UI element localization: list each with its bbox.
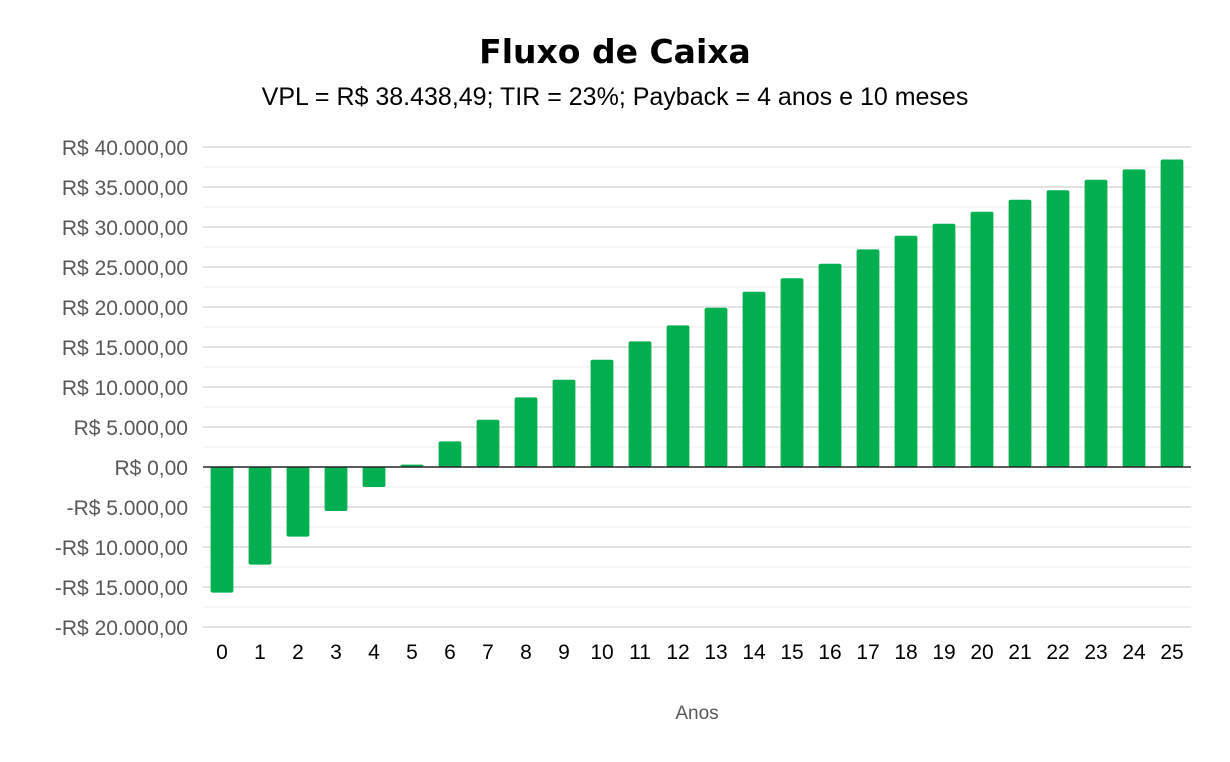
bar-year-14 bbox=[742, 291, 766, 467]
x-tick-label: 23 bbox=[1084, 641, 1107, 664]
chart-subtitle: VPL = R$ 38.438,49; TIR = 23%; Payback =… bbox=[262, 83, 969, 111]
x-tick-label: 19 bbox=[932, 641, 955, 664]
x-tick-label: 9 bbox=[558, 641, 570, 664]
y-tick-label: R$ 15.000,00 bbox=[62, 337, 188, 360]
bar-year-7 bbox=[476, 419, 500, 467]
gridlines bbox=[203, 146, 1191, 628]
x-tick-label: 6 bbox=[444, 641, 456, 664]
x-axis-ticks: 0 1 2 3 4 5 6 7 8 9 10 11 12 13 14 15 16 17 18 19 20 21 22 23 24… bbox=[216, 641, 1184, 664]
y-tick-label: R$ 35.000,00 bbox=[62, 177, 188, 200]
x-tick-label: 13 bbox=[704, 641, 727, 664]
x-tick-label: 0 bbox=[216, 641, 228, 664]
x-tick-label: 4 bbox=[368, 641, 380, 664]
bar-year-25 bbox=[1160, 159, 1184, 468]
bar-year-2 bbox=[286, 467, 310, 537]
x-tick-label: 5 bbox=[406, 641, 418, 664]
y-tick-label: R$ 30.000,00 bbox=[62, 217, 188, 240]
x-tick-label: 1 bbox=[254, 641, 266, 664]
bar-year-15 bbox=[780, 278, 804, 467]
x-tick-label: 21 bbox=[1008, 641, 1031, 664]
bar-year-3 bbox=[324, 467, 348, 511]
x-tick-label: 11 bbox=[629, 641, 651, 664]
bar-year-20 bbox=[970, 211, 994, 467]
bar-year-19 bbox=[932, 223, 956, 467]
bar-year-16 bbox=[818, 263, 842, 467]
bar-year-23 bbox=[1084, 179, 1108, 468]
x-tick-label: 16 bbox=[818, 641, 841, 664]
y-tick-label: R$ 25.000,00 bbox=[62, 257, 188, 280]
x-tick-label: 3 bbox=[330, 641, 342, 664]
bar-year-8 bbox=[514, 397, 538, 467]
x-tick-label: 2 bbox=[292, 641, 304, 664]
x-tick-label: 15 bbox=[780, 641, 803, 664]
y-tick-label: R$ 40.000,00 bbox=[62, 137, 188, 160]
bar-series bbox=[210, 159, 1184, 593]
x-tick-label: 10 bbox=[590, 641, 613, 664]
y-tick-label: -R$ 10.000,00 bbox=[55, 537, 188, 560]
bar-year-10 bbox=[590, 359, 614, 467]
x-axis-label: Anos bbox=[675, 703, 718, 724]
bar-year-24 bbox=[1122, 169, 1146, 467]
x-tick-label: 8 bbox=[520, 641, 532, 664]
x-tick-label: 12 bbox=[666, 641, 689, 664]
bar-year-12 bbox=[666, 325, 690, 467]
x-tick-label: 24 bbox=[1122, 641, 1146, 664]
bar-year-22 bbox=[1046, 190, 1070, 467]
y-tick-label: R$ 5.000,00 bbox=[74, 417, 188, 440]
x-tick-label: 7 bbox=[482, 641, 494, 664]
bar-year-1 bbox=[248, 467, 272, 565]
y-tick-label: R$ 0,00 bbox=[114, 457, 188, 480]
y-axis-ticks: R$ 40.000,00 R$ 35.000,00 R$ 30.000,00 R$ 2… bbox=[55, 137, 188, 640]
y-tick-label: -R$ 5.000,00 bbox=[67, 497, 188, 520]
bar-year-18 bbox=[894, 235, 918, 467]
bar-year-9 bbox=[552, 379, 576, 467]
bar-year-11 bbox=[628, 341, 652, 467]
x-tick-label: 20 bbox=[970, 641, 993, 664]
chart-title: Fluxo de Caixa bbox=[479, 32, 751, 71]
y-tick-label: R$ 10.000,00 bbox=[62, 377, 188, 400]
x-tick-label: 22 bbox=[1046, 641, 1069, 664]
bar-year-21 bbox=[1008, 199, 1032, 468]
bar-year-13 bbox=[704, 307, 728, 467]
bar-year-4 bbox=[362, 467, 386, 487]
x-tick-label: 14 bbox=[742, 641, 766, 664]
y-tick-label: -R$ 20.000,00 bbox=[55, 617, 188, 640]
bar-year-0 bbox=[210, 467, 234, 593]
y-tick-label: R$ 20.000,00 bbox=[62, 297, 188, 320]
x-tick-label: 18 bbox=[894, 641, 917, 664]
x-tick-label: 25 bbox=[1160, 641, 1183, 664]
bar-year-17 bbox=[856, 249, 880, 467]
x-tick-label: 17 bbox=[856, 641, 879, 664]
bar-year-6 bbox=[438, 441, 462, 467]
y-tick-label: -R$ 15.000,00 bbox=[55, 577, 188, 600]
